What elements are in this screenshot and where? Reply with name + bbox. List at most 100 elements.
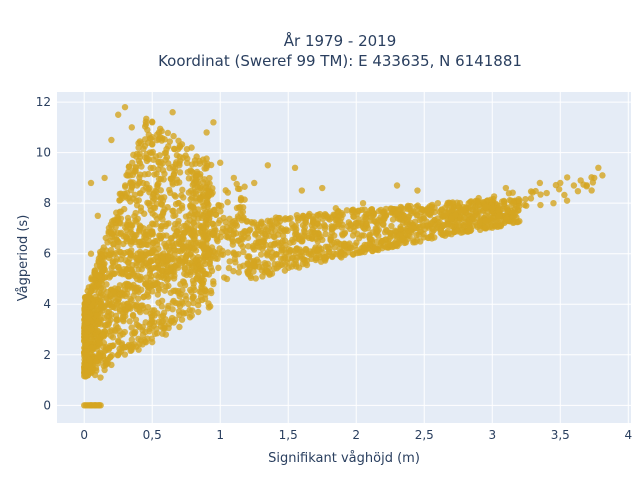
scatter-point <box>416 216 423 224</box>
scatter-point <box>239 204 247 211</box>
scatter-point <box>144 126 151 134</box>
scatter-point <box>339 221 346 228</box>
scatter-point <box>235 237 243 244</box>
scatter-point <box>119 313 127 320</box>
scatter-point <box>291 164 299 172</box>
scatter-point <box>237 196 245 203</box>
scatter-point <box>152 187 159 195</box>
scatter-point <box>235 269 242 276</box>
scatter-point <box>502 184 510 192</box>
x-tick-label: 0,5 <box>143 428 162 442</box>
scatter-point <box>381 229 389 236</box>
scatter-point <box>259 273 266 280</box>
scatter-point <box>244 260 251 267</box>
scatter-point <box>267 221 274 228</box>
scatter-point <box>159 210 167 217</box>
scatter-point <box>140 210 148 217</box>
scatter-point <box>191 268 198 275</box>
scatter-point <box>113 236 120 243</box>
scatter-point <box>92 293 99 300</box>
scatter-point <box>170 132 177 140</box>
scatter-point <box>315 246 323 253</box>
scatter-point <box>135 238 143 246</box>
scatter-point <box>93 358 100 365</box>
scatter-point <box>96 281 103 288</box>
scatter-point <box>186 314 194 321</box>
scatter-point <box>171 145 178 153</box>
scatter-point <box>448 223 455 230</box>
scatter-point <box>159 167 167 174</box>
scatter-point <box>141 142 149 150</box>
scatter-point <box>158 137 165 144</box>
scatter-point <box>282 261 289 268</box>
scatter-point <box>127 303 134 310</box>
scatter-point <box>116 327 123 335</box>
scatter-point <box>224 199 231 206</box>
scatter-point <box>495 212 503 220</box>
scatter-point <box>412 239 419 246</box>
scatter-point <box>298 248 306 256</box>
scatter-point <box>319 184 326 192</box>
scatter-point <box>206 215 213 222</box>
scatter-point <box>161 322 168 329</box>
scatter-point <box>169 306 176 313</box>
scatter-point <box>465 219 472 226</box>
scatter-point <box>157 251 165 259</box>
scatter-point <box>210 232 218 239</box>
x-tick-label: 0 <box>80 428 88 442</box>
scatter-point <box>493 222 500 229</box>
scatter-point <box>94 312 101 319</box>
scatter-point <box>165 220 172 227</box>
scatter-point <box>189 169 197 177</box>
scatter-point <box>116 282 124 289</box>
scatter-point <box>203 187 210 195</box>
scatter-point <box>339 230 346 238</box>
scatter-point <box>141 171 148 178</box>
scatter-point <box>87 288 95 295</box>
scatter-point <box>427 220 435 227</box>
scatter-point <box>195 308 202 316</box>
scatter-point <box>175 137 182 145</box>
scatter-point <box>468 214 476 222</box>
scatter-point <box>140 293 148 300</box>
x-tick-label: 1 <box>216 428 224 442</box>
scatter-point <box>276 214 283 222</box>
scatter-point <box>108 361 115 369</box>
scatter-point <box>285 255 292 262</box>
scatter-point <box>527 188 535 195</box>
scatter-point <box>293 211 301 219</box>
scatter-point <box>200 233 207 240</box>
scatter-point <box>162 156 169 163</box>
scatter-point <box>227 221 234 228</box>
scatter-point <box>537 201 544 209</box>
scatter-point <box>257 220 265 227</box>
scatter-point <box>101 274 109 281</box>
scatter-point <box>176 293 183 300</box>
scatter-point <box>381 208 388 215</box>
scatter-point <box>182 152 189 159</box>
scatter-point <box>156 152 163 159</box>
scatter-point <box>173 228 181 236</box>
scatter-point <box>230 267 237 275</box>
scatter-point <box>577 177 584 184</box>
scatter-point <box>124 285 131 293</box>
scatter-point <box>157 225 164 233</box>
scatter-point <box>103 281 110 288</box>
scatter-point <box>325 245 333 252</box>
scatter-point <box>182 255 189 262</box>
scatter-point <box>137 204 145 211</box>
scatter-point <box>387 230 394 237</box>
scatter-point <box>173 152 181 159</box>
scatter-point <box>165 239 172 247</box>
scatter-point <box>490 193 498 200</box>
scatter-point <box>85 315 93 322</box>
scatter-point <box>349 207 356 214</box>
scatter-point <box>322 230 329 238</box>
scatter-point <box>113 316 121 323</box>
scatter-point <box>476 217 483 224</box>
scatter-point <box>188 244 195 251</box>
data-points <box>81 103 606 409</box>
scatter-point <box>574 187 582 195</box>
scatter-point <box>199 156 207 163</box>
scatter-point <box>502 215 510 223</box>
